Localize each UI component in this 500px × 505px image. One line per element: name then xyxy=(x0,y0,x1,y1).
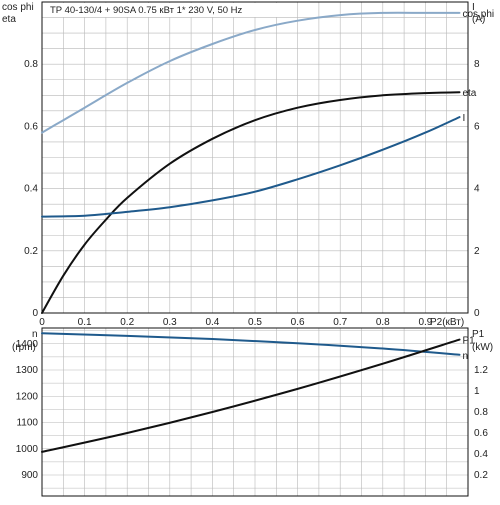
series-label-p1: P1 xyxy=(462,336,475,347)
p1-tick-label: 1.2 xyxy=(474,365,488,376)
x-tick-label: 0.2 xyxy=(120,317,134,328)
y-left-tick-label: 0.4 xyxy=(24,184,38,195)
p1-tick-label: 0.2 xyxy=(474,470,488,481)
p1-tick-label: 0.4 xyxy=(474,449,488,460)
x-tick-label: 0.5 xyxy=(248,317,262,328)
series-p1 xyxy=(41,338,461,453)
tick-labels: 0 0.1 0.2 0.3 0.4 0.5 0.6 0.7 0.8 0.9 0 0.2 0.4 0.6 0.… xyxy=(16,59,489,481)
p1-tick-label: 1 xyxy=(474,386,480,397)
p1-tick-label: 0.6 xyxy=(474,428,488,439)
series-label-cos-phi: cos phi xyxy=(462,9,494,20)
x-tick-label: 0.6 xyxy=(291,317,305,328)
top-plot-frame xyxy=(41,1,469,314)
x-axis-label: P2(кВт) xyxy=(430,317,464,328)
series-label-n: n xyxy=(462,351,468,362)
n-tick-label: 900 xyxy=(21,470,38,481)
y-right-tick-label: 8 xyxy=(474,59,480,70)
x-tick-label: 0.8 xyxy=(376,317,390,328)
grid-bottom xyxy=(42,328,468,496)
y-right-label-i: I xyxy=(472,2,475,13)
title-box xyxy=(44,3,288,17)
y-right-tick-label: 4 xyxy=(474,184,480,195)
x-tick-label: 0.9 xyxy=(418,317,432,328)
n-tick-label: 1200 xyxy=(16,391,39,402)
y-left-label-rpm: (rpm) xyxy=(12,342,36,353)
y-left-tick-label: 0.8 xyxy=(24,59,38,70)
y-left-label-n: n xyxy=(32,329,38,340)
series-eta xyxy=(41,91,461,314)
y-right-label-unit: (A) xyxy=(472,14,485,25)
x-tick-label: 0.1 xyxy=(78,317,92,328)
x-tick-label: 0.4 xyxy=(205,317,219,328)
p1-tick-label: 0.8 xyxy=(474,407,488,418)
x-tick-label: 0.3 xyxy=(163,317,177,328)
y-right-label-kw: (kW) xyxy=(472,342,493,353)
n-tick-label: 1100 xyxy=(16,418,38,429)
series-n xyxy=(41,332,461,356)
y-left-label-eta: eta xyxy=(2,14,16,25)
series-label-i: I xyxy=(462,113,465,124)
curves: cos phi eta In P1 xyxy=(41,9,494,453)
y-left-tick-label: 0.6 xyxy=(24,121,38,132)
n-tick-label: 1400 xyxy=(16,339,39,350)
y-left-tick-label: 0.2 xyxy=(24,246,38,257)
y-right-tick-label: 0 xyxy=(474,308,480,319)
series-label-eta: eta xyxy=(462,88,476,99)
series-i xyxy=(41,116,461,218)
n-tick-label: 1000 xyxy=(16,444,39,455)
grid-top xyxy=(42,2,468,313)
y-right-tick-label: 2 xyxy=(474,246,480,257)
y-left-label-cosphi: cos phi xyxy=(2,2,34,13)
n-tick-label: 1300 xyxy=(16,365,39,376)
y-right-tick-label: 6 xyxy=(474,121,480,132)
x-tick-label: 0.7 xyxy=(333,317,347,328)
bottom-plot-frame xyxy=(41,327,469,497)
y-left-tick-label: 0 xyxy=(32,308,38,319)
x-tick-label: 0 xyxy=(39,317,45,328)
chart-title: TP 40-130/4 + 90SA 0.75 кВт 1* 230 V, 50… xyxy=(50,5,243,16)
y-right-label-p1: P1 xyxy=(472,329,485,340)
series-cos-phi xyxy=(41,11,461,134)
